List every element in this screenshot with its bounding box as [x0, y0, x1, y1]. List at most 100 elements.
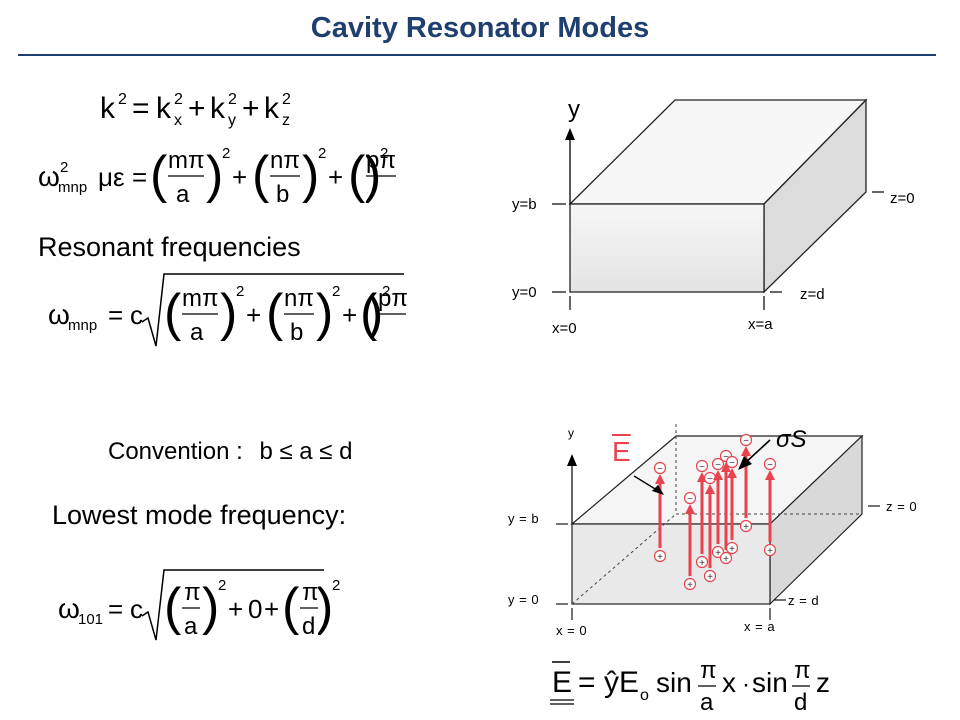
cavity-box-diagram [552, 98, 884, 310]
field-arrowhead-5 [721, 462, 731, 472]
svg-text:2: 2 [174, 91, 183, 108]
svg-text:ŷE: ŷE [604, 666, 639, 699]
positive-charge-sign-6: + [729, 544, 735, 555]
svg-text:): ) [206, 146, 223, 204]
svg-text:=: = [132, 92, 150, 125]
svg-text:): ) [318, 578, 333, 636]
field-pattern-diagram: − + − + − + − + − + − + − + − + − + [556, 424, 880, 620]
svg-text:+: + [188, 92, 206, 125]
top-label-x-a: x=a [748, 316, 773, 333]
field-vector-symbol: E [612, 436, 631, 467]
svg-text:2: 2 [332, 577, 340, 594]
svg-text:π: π [794, 657, 811, 684]
top-label-z-0: z=0 [890, 190, 915, 207]
svg-text:2: 2 [382, 283, 390, 300]
svg-text:sin: sin [752, 667, 788, 698]
negative-charge-4 [711, 457, 725, 471]
svg-text:d: d [794, 689, 807, 716]
svg-text:=: = [132, 162, 147, 192]
charge-label-pointer [743, 439, 771, 465]
svg-text:x: x [722, 667, 736, 698]
field-y-axis-label: y [568, 426, 575, 440]
negative-charge-6 [725, 455, 739, 469]
field-arrowhead-6 [727, 468, 737, 478]
top-label-y-0: y=0 [512, 284, 537, 301]
svg-text:+: + [232, 162, 247, 192]
svg-text:2: 2 [218, 577, 226, 594]
svg-text:2: 2 [228, 91, 237, 108]
field-box-front-face [571, 523, 771, 605]
field-label-x-0: x = 0 [556, 623, 588, 638]
svg-text:(: ( [252, 146, 270, 204]
svg-text:ω: ω [38, 161, 60, 192]
svg-text:(: ( [360, 284, 378, 342]
positive-charge-0 [653, 549, 667, 563]
svg-text:E: E [552, 666, 572, 699]
positive-charge-5 [719, 551, 733, 565]
svg-text:π: π [700, 657, 717, 684]
heading-resonant-frequencies: Resonant frequencies [38, 232, 301, 262]
svg-text:c: c [130, 300, 143, 330]
positive-charge-8 [763, 543, 777, 557]
svg-text:z: z [282, 112, 290, 129]
svg-text:mπ: mπ [182, 285, 219, 312]
field-arrowhead-0 [655, 474, 665, 484]
svg-text:+: + [328, 162, 343, 192]
top-label-z-d: z=d [800, 286, 825, 303]
positive-charge-3 [703, 569, 717, 583]
negative-charge-sign-5: − [723, 452, 729, 463]
svg-text:2: 2 [236, 283, 244, 300]
y-axis-arrow [565, 128, 575, 140]
svg-text:sin: sin [656, 667, 692, 698]
negative-charge-sign-3: − [707, 474, 713, 485]
svg-text:με: με [98, 162, 125, 192]
svg-text:pπ: pπ [366, 147, 396, 174]
svg-text:x: x [174, 112, 182, 129]
convention-expression: b ≤ a ≤ d [259, 438, 353, 465]
svg-text:k: k [156, 92, 172, 125]
svg-text:k: k [264, 92, 280, 125]
svg-text:+: + [246, 300, 261, 330]
field-y-axis-arrow [567, 454, 577, 466]
svg-text:0: 0 [248, 594, 262, 624]
positive-charge-4 [711, 545, 725, 559]
svg-text:=: = [108, 594, 123, 624]
svg-text:): ) [372, 284, 383, 342]
svg-text:+: + [342, 300, 357, 330]
convention-label: Convention : [108, 438, 243, 465]
svg-text:2: 2 [118, 91, 127, 108]
negative-charge-1 [683, 491, 697, 505]
equation-field-expression: E = ŷE o sin π a x · sin π d z [550, 657, 830, 716]
top-y-axis-label: y [568, 96, 580, 123]
field-arrowhead-3 [705, 484, 715, 494]
top-label-y-b: y=b [512, 196, 537, 213]
positive-charge-7 [739, 519, 753, 533]
negative-charge-0 [653, 461, 667, 475]
svg-text:2: 2 [380, 145, 388, 162]
field-arrowhead-8 [765, 470, 775, 480]
svg-text:): ) [202, 578, 219, 636]
negative-charge-sign-0: − [657, 464, 663, 475]
svg-text:2: 2 [282, 91, 291, 108]
svg-text:a: a [176, 181, 190, 208]
svg-text:+: + [228, 594, 243, 624]
svg-text:c: c [130, 594, 143, 624]
negative-charge-sign-2: − [699, 462, 705, 473]
box-front-face [569, 203, 765, 293]
negative-charge-sign-6: − [729, 458, 735, 469]
equation-dispersion-tail: d ) 2 [366, 145, 388, 204]
positive-charge-2 [695, 555, 709, 569]
svg-text:): ) [220, 284, 237, 342]
svg-text:): ) [302, 146, 319, 204]
svg-text:): ) [366, 146, 381, 204]
equation-dispersion: ω 2 mnp με = ( mπ a ) 2 + ( nπ b ) 2 + (… [38, 145, 396, 208]
positive-charge-sign-1: + [687, 580, 693, 591]
negative-charge-sign-4: − [715, 460, 721, 471]
top-label-x-0: x=0 [552, 320, 577, 337]
svg-text:+: + [264, 594, 279, 624]
svg-text:nπ: nπ [270, 147, 300, 174]
svg-text:π: π [184, 579, 201, 606]
svg-text:2: 2 [318, 145, 326, 162]
field-arrowhead-1 [685, 504, 695, 514]
svg-text:(: ( [150, 146, 168, 204]
